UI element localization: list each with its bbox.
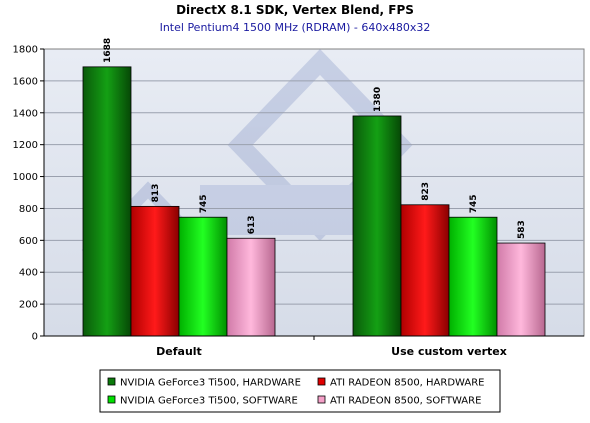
- bar-1-1: [400, 204, 450, 337]
- data-label: 823: [421, 182, 431, 201]
- legend-swatch: [317, 395, 326, 404]
- y-tick-label: 1000: [13, 172, 38, 183]
- y-tick-label: 400: [19, 268, 38, 279]
- y-tick-label: 0: [32, 332, 38, 343]
- bar-1-0: [352, 115, 402, 337]
- bar-0-1: [130, 205, 180, 337]
- y-tick-label: 200: [19, 300, 38, 311]
- x-category-label: Use custom vertex: [391, 345, 507, 358]
- bar-1-3: [496, 242, 546, 337]
- y-tick-label: 1400: [13, 108, 38, 119]
- y-tick-label: 1800: [13, 45, 38, 56]
- x-axis: Default Use custom vertex: [44, 335, 584, 358]
- data-labels: 1688 813 745 613 1380 823 745 583: [103, 38, 527, 239]
- data-label: 613: [247, 215, 257, 234]
- data-label: 745: [199, 194, 209, 213]
- legend-swatch: [107, 377, 116, 386]
- bars: [82, 66, 546, 337]
- bar-1-2: [448, 216, 498, 337]
- legend: NVIDIA GeForce3 Ti500, HARDWARE ATI RADEO…: [99, 369, 501, 413]
- y-tick-label: 800: [19, 204, 38, 215]
- y-axis: 0 200 400 600 800 1000 1200 1400 1600 1800: [13, 45, 45, 343]
- y-tick-label: 1200: [13, 140, 38, 151]
- bar-0-2: [178, 216, 228, 337]
- data-label: 813: [151, 184, 161, 203]
- legend-box: [99, 369, 501, 413]
- chart-subtitle: Intel Pentium4 1500 MHz (RDRAM) - 640x48…: [160, 21, 431, 34]
- x-category-label: Default: [156, 345, 202, 358]
- chart-title: DirectX 8.1 SDK, Vertex Blend, FPS: [176, 3, 414, 17]
- data-label: 1380: [373, 87, 383, 112]
- bar-0-3: [226, 237, 276, 337]
- data-label: 745: [469, 194, 479, 213]
- legend-entry: ATI RADEON 8500, SOFTWARE: [330, 396, 481, 407]
- data-label: 1688: [103, 38, 113, 63]
- legend-entry: NVIDIA GeForce3 Ti500, SOFTWARE: [120, 396, 298, 407]
- legend-swatch: [317, 377, 326, 386]
- y-tick-label: 600: [19, 236, 38, 247]
- legend-swatch: [107, 395, 116, 404]
- bar-0-0: [82, 66, 132, 337]
- y-tick-label: 1600: [13, 76, 38, 87]
- legend-entry: ATI RADEON 8500, HARDWARE: [330, 378, 485, 389]
- data-label: 583: [517, 220, 527, 239]
- legend-entry: NVIDIA GeForce3 Ti500, HARDWARE: [120, 378, 301, 389]
